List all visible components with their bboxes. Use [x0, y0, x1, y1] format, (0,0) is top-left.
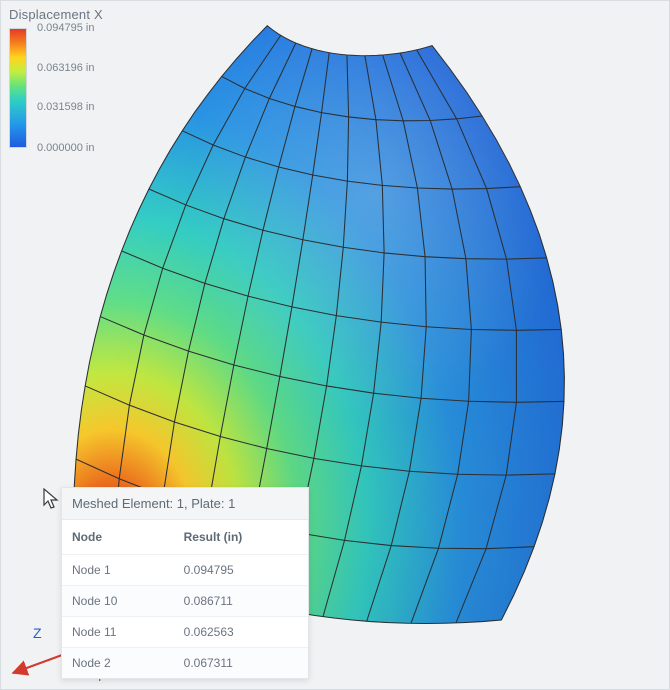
legend-tick: 0.031598 in	[37, 101, 95, 113]
tooltip-col-result: Result (in)	[174, 520, 308, 555]
element-pick-tooltip: Meshed Element: 1, Plate: 1 Node Result …	[61, 487, 309, 679]
fea-viewport[interactable]: Displacement X 0.094795 in 0.063196 in 0…	[0, 0, 670, 690]
legend-tick: 0.063196 in	[37, 62, 95, 74]
legend-title: Displacement X	[9, 7, 103, 22]
tooltip-table: Node Result (in) Node 10.094795Node 100.…	[62, 520, 308, 678]
color-legend: Displacement X 0.094795 in 0.063196 in 0…	[9, 7, 103, 148]
table-row: Node 110.062563	[62, 617, 308, 648]
legend-ramp	[9, 28, 27, 148]
tooltip-col-node: Node	[62, 520, 174, 555]
legend-tick: 0.094795 in	[37, 22, 95, 34]
table-row: Node 10.094795	[62, 555, 308, 586]
legend-tick: 0.000000 in	[37, 142, 95, 154]
table-row: Node 20.067311	[62, 648, 308, 679]
tooltip-title: Meshed Element: 1, Plate: 1	[62, 488, 308, 520]
table-row: Node 100.086711	[62, 586, 308, 617]
